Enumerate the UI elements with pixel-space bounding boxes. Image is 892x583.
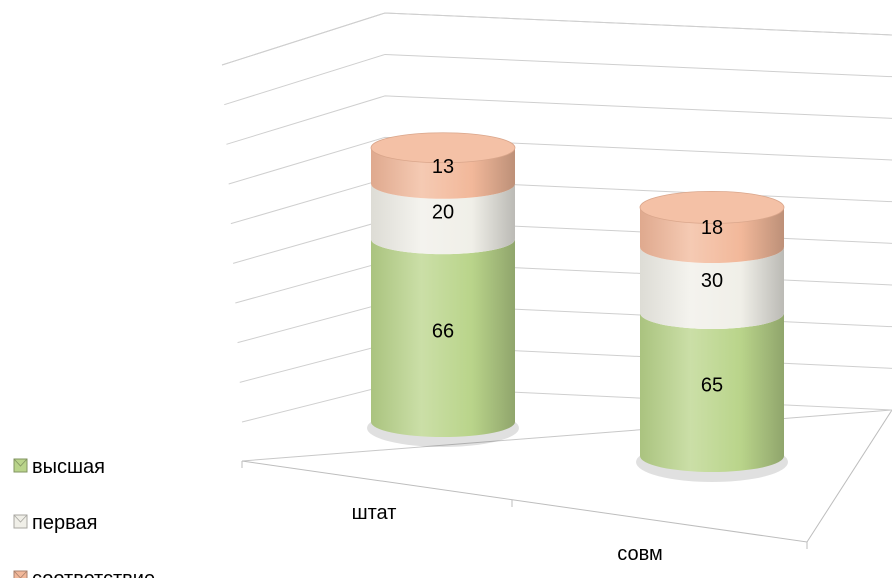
data-label-совм-первая: 30 (701, 270, 723, 292)
segment-совм-первая (640, 247, 784, 329)
chart-walls (221, 12, 892, 549)
gridline (230, 178, 892, 225)
cylinder-штат: 66 20 13 (367, 132, 519, 447)
gridline (239, 344, 892, 383)
data-label-штат-первая: 20 (432, 201, 454, 223)
gridline (241, 385, 892, 423)
legend: высшая первая соответствие (13, 456, 155, 583)
segment-штат-первая (371, 183, 515, 255)
legend-item-соответствие: соответствие (13, 568, 155, 583)
data-label-совм-высшая: 65 (701, 375, 723, 397)
cylinder-совм: 65 30 18 (636, 190, 788, 482)
segment-штат-соответствие (371, 147, 515, 199)
gridline (228, 136, 892, 185)
data-label-совм-соответствие: 18 (701, 217, 723, 239)
gridline (232, 219, 892, 264)
data-label-штат-соответствие: 13 (432, 156, 454, 178)
gridline (221, 12, 892, 66)
segment-штат-высшая (371, 239, 515, 437)
gridline (224, 53, 892, 106)
category-label-совм: совм (617, 543, 663, 565)
legend-label: первая (32, 512, 97, 534)
gridline (237, 302, 892, 344)
legend-swatch (13, 570, 28, 583)
legend-item-первая: первая (13, 512, 97, 534)
gridline (235, 261, 892, 304)
legend-label: соответствие (32, 568, 155, 578)
legend-swatch-mark (13, 458, 28, 467)
legend-label: высшая (32, 456, 105, 478)
gridlines (221, 12, 892, 423)
floor-front-edge (241, 409, 892, 543)
legend-item-высшая: высшая (13, 456, 105, 478)
segment-совм-высшая (640, 313, 784, 472)
category-labels: штат совм (352, 502, 663, 565)
data-label-штат-высшая: 66 (432, 321, 454, 343)
category-label-штат: штат (352, 502, 397, 524)
floor-back-edge (241, 409, 892, 462)
cylinders: 66 20 13 65 30 18 (367, 132, 788, 482)
cylinder-top-cap (639, 190, 785, 224)
gridline (226, 95, 892, 145)
legend-swatch-mark (13, 514, 28, 523)
cylinder-top-cap (370, 132, 516, 164)
